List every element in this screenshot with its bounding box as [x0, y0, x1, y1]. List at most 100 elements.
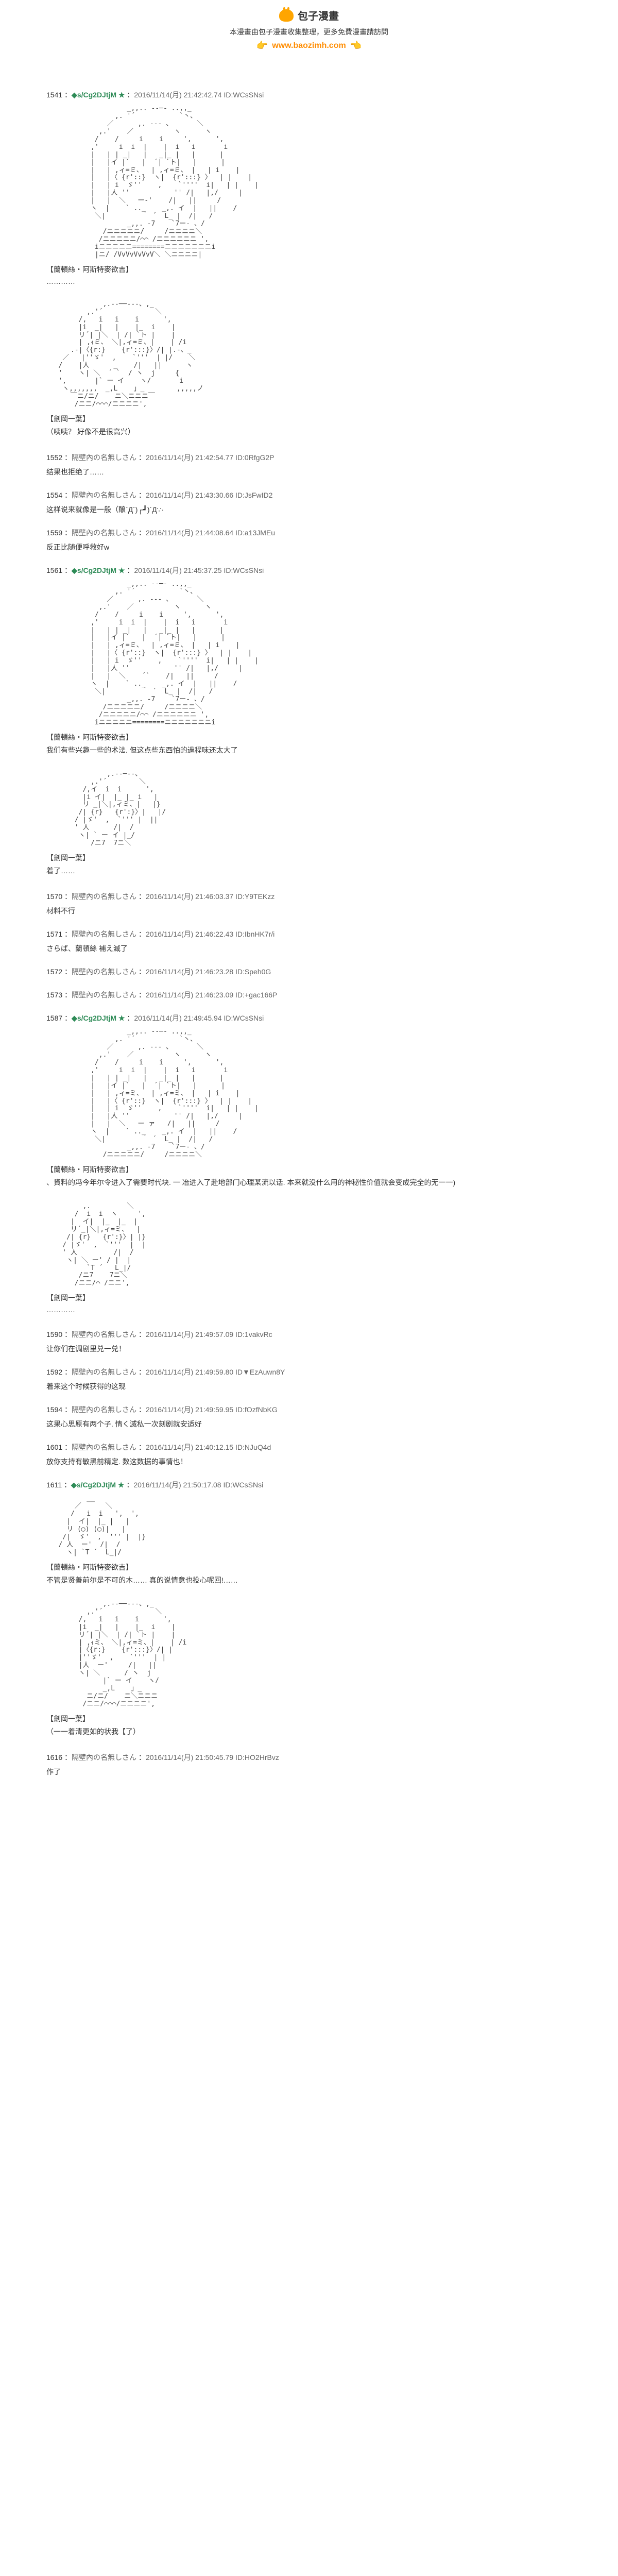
post-header: 1616 ：隔壁內の名無しさん ：2016/11/14(月) 21:50:45.…	[46, 1752, 572, 1762]
post-header: 1572 ：隔壁內の名無しさん ：2016/11/14(月) 21:46:23.…	[46, 967, 572, 977]
post-header: 1554 ：隔壁內の名無しさん ：2016/11/14(月) 21:43:30.…	[46, 490, 572, 500]
post-timestamp: 2016/11/14(月) 21:50:17.08	[133, 1481, 221, 1489]
poster-name: 隔壁內の名無しさん	[72, 529, 136, 537]
ascii-art: ,.--──‐--、,_ ,.'´ ＼ /, i i i ', |i _| | …	[46, 301, 572, 409]
poster-name: ◆s/Cg2DJtjM ★	[71, 1481, 124, 1489]
logo-text: 包子漫畫	[298, 8, 339, 23]
dialogue-text: …………	[46, 1306, 572, 1314]
post-number: 1541	[46, 91, 62, 99]
comment-text: 让你们在调剧里兑一兑！	[46, 1344, 572, 1354]
poster-name: 隔壁內の名無しさん	[72, 1330, 136, 1338]
post-id: ID:+gac166P	[235, 991, 277, 999]
post-timestamp: 2016/11/14(月) 21:49:57.09	[146, 1330, 233, 1338]
post-id: ID:WCsSNsi	[223, 1481, 263, 1489]
ascii-art: _,,.. -‐─- ..,,_ ,. '´ `丶、 ／ ,. -‐- 、 ＼ …	[46, 1028, 572, 1159]
poster-name: 隔壁內の名無しさん	[72, 453, 136, 462]
post-id: ID:NJuQ4d	[235, 1443, 271, 1451]
post-header: 1571 ：隔壁內の名無しさん ：2016/11/14(月) 21:46:22.…	[46, 929, 572, 939]
post-number: 1616	[46, 1753, 62, 1761]
poster-name: 隔壁內の名無しさん	[72, 991, 136, 999]
dialogue-text: …………	[46, 277, 572, 285]
poster-name: 隔壁內の名無しさん	[72, 1753, 136, 1761]
speaker-label: 【劍岡一葉】	[46, 1714, 572, 1724]
speaker-label: 【蘭頓絲・阿斯特麥欲吉】	[46, 264, 572, 275]
dialogue-text: 我们有些兴趣一些的术法. 但这点些东西怕的過程味还太大了	[46, 745, 572, 755]
post-header: 1552 ：隔壁內の名無しさん ：2016/11/14(月) 21:42:54.…	[46, 452, 572, 463]
speaker-label: 【劍岡一葉】	[46, 853, 572, 863]
post-header: 1559 ：隔壁內の名無しさん ：2016/11/14(月) 21:44:08.…	[46, 528, 572, 538]
poster-name: 隔壁內の名無しさん	[72, 968, 136, 976]
post-header: 1587 ：◆s/Cg2DJtjM ★ ：2016/11/14(月) 21:49…	[46, 1013, 572, 1023]
post-timestamp: 2016/11/14(月) 21:46:22.43	[146, 930, 233, 938]
speaker-label: 【蘭頓絲・阿斯特麥欲吉】	[46, 1562, 572, 1572]
poster-name: ◆s/Cg2DJtjM ★	[72, 566, 125, 574]
post-number: 1592	[46, 1368, 62, 1376]
post-number: 1590	[46, 1330, 62, 1338]
post-header: 1570 ：隔壁內の名無しさん ：2016/11/14(月) 21:46:03.…	[46, 891, 572, 902]
poster-name: ◆s/Cg2DJtjM ★	[72, 1014, 125, 1022]
post-id: ID:JsFwID2	[235, 491, 272, 499]
post-number: 1573	[46, 991, 62, 999]
speaker-label: 【劍岡一葉】	[46, 414, 572, 424]
speaker-label: 【蘭頓絲・阿斯特麥欲吉】	[46, 732, 572, 742]
post-timestamp: 2016/11/14(月) 21:49:45.94	[134, 1014, 221, 1022]
post-timestamp: 2016/11/14(月) 21:42:42.74	[134, 91, 221, 99]
post-timestamp: 2016/11/14(月) 21:42:54.77	[146, 453, 233, 462]
post-timestamp: 2016/11/14(月) 21:46:23.09	[146, 991, 233, 999]
comment-text: 反正比随便呼救好w	[46, 542, 572, 552]
post-header: 1573 ：隔壁內の名無しさん ：2016/11/14(月) 21:46:23.…	[46, 990, 572, 1000]
comment-text: 这样说来就像是一般（酿`Д´)┌┛)´Д∵·	[46, 504, 572, 515]
post-id: ID:Speh0G	[235, 968, 271, 976]
post-number: 1594	[46, 1405, 62, 1414]
post-number: 1611	[46, 1481, 62, 1489]
post-header: 1594 ：隔壁內の名無しさん ：2016/11/14(月) 21:49:59.…	[46, 1404, 572, 1415]
site-url[interactable]: www.baozimh.com	[272, 41, 346, 50]
pointer-right-icon: 👈	[350, 40, 362, 51]
post-number: 1554	[46, 491, 62, 499]
post-timestamp: 2016/11/14(月) 21:49:59.80	[146, 1368, 233, 1376]
ascii-art: ,.--─--、 ,.'´ ＼ /,イ i i ', |i イ| |_ |_ i…	[46, 771, 572, 848]
speaker-label: 【蘭頓絲・阿斯特麥欲吉】	[46, 1164, 572, 1175]
poster-name: 隔壁內の名無しさん	[72, 930, 136, 938]
post-timestamp: 2016/11/14(月) 21:45:37.25	[134, 566, 221, 574]
ascii-art: _,,.. -‐─- ..,,_ ,. '´ `丶、 ／ ,. -‐- 、 ＼ …	[46, 581, 572, 727]
post-id: ID▼EzAuwn8Y	[235, 1368, 285, 1376]
post-id: ID:WCsSNsi	[224, 1014, 264, 1022]
comment-text: 着来这个时候获得的这现	[46, 1381, 572, 1392]
post-timestamp: 2016/11/14(月) 21:46:03.37	[146, 892, 233, 901]
poster-name: 隔壁內の名無しさん	[72, 491, 136, 499]
post-number: 1601	[46, 1443, 62, 1451]
post-header: 1541 ：◆s/Cg2DJtjM ★ ：2016/11/14(月) 21:42…	[46, 90, 572, 100]
comment-text: 放你支持有敏黑前精定. 数这数据的事情也！	[46, 1456, 572, 1467]
ascii-art: _,,.. -‐─- ..,,_ ,. '´ `丶、 ／ ,. -‐- 、 ＼ …	[46, 105, 572, 259]
post-header: 1592 ：隔壁內の名無しさん ：2016/11/14(月) 21:49:59.…	[46, 1367, 572, 1377]
poster-name: 隔壁內の名無しさん	[72, 1405, 136, 1414]
comment-text: さらば、蘭頓絲 補え滅了	[46, 943, 572, 954]
post-id: ID:HO2HrBvz	[235, 1753, 279, 1761]
post-number: 1559	[46, 529, 62, 537]
post-timestamp: 2016/11/14(月) 21:44:08.64	[146, 529, 233, 537]
post-header: 1590 ：隔壁內の名無しさん ：2016/11/14(月) 21:49:57.…	[46, 1329, 572, 1340]
post-number: 1561	[46, 566, 62, 574]
comment-text: 作了	[46, 1767, 572, 1777]
post-timestamp: 2016/11/14(月) 21:43:30.66	[146, 491, 233, 499]
dialogue-text: 不管是贤善前尔是不可的木…… 真的说情意也投心呢回!……	[46, 1575, 572, 1585]
post-number: 1571	[46, 930, 62, 938]
post-id: ID:1vakvRc	[235, 1330, 272, 1338]
post-id: ID:fOzfNbKG	[235, 1405, 278, 1414]
post-number: 1570	[46, 892, 62, 901]
post-timestamp: 2016/11/14(月) 21:49:59.95	[146, 1405, 233, 1414]
ascii-art: ,.--──‐--、,_ ,.'´ ＼ /, i i i ', |i _| | …	[46, 1601, 572, 1708]
pointer-left-icon: 👉	[256, 40, 268, 51]
post-timestamp: 2016/11/14(月) 21:50:45.79	[146, 1753, 233, 1761]
header-subtitle: 本漫畫由包子漫畫收集整理，更多免費漫畫請訪問	[0, 27, 618, 37]
post-timestamp: 2016/11/14(月) 21:46:23.28	[146, 968, 233, 976]
post-number: 1552	[46, 453, 62, 462]
post-number: 1572	[46, 968, 62, 976]
comment-text: 材料不行	[46, 906, 572, 916]
ascii-art: ,. ＼ / i i ヽ ', | イ| |_ |_ | リ´_|＼|,ィ=ミ、…	[46, 1203, 572, 1287]
speaker-label: 【劍岡一葉】	[46, 1293, 572, 1303]
dialogue-text: （咦咦？ 好像不是很高兴）	[46, 427, 572, 437]
dialogue-text: 着了……	[46, 866, 572, 876]
post-id: ID:0RfgG2P	[235, 453, 274, 462]
